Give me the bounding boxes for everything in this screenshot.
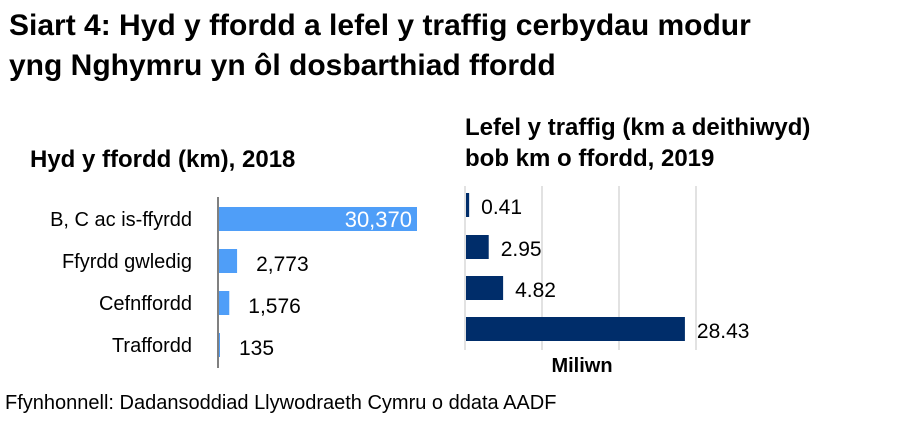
right-bar [466,317,685,341]
left-data-label: 2,773 [256,253,309,276]
left-data-label: 30,370 [345,207,412,232]
right-data-label: 28.43 [697,320,750,343]
right-data-label: 4.82 [515,279,556,302]
left-data-label: 1,576 [248,295,301,318]
right-title-line-2: bob km o ffordd, 2019 [465,145,715,172]
right-x-axis-label: Miliwn [551,355,612,377]
left-category-label: Traffordd [112,335,192,357]
left-bar [219,207,417,231]
right-bar [466,193,470,217]
left-bar [219,249,238,273]
right-data-label: 0.41 [481,196,522,219]
right-bar [466,235,489,259]
right-bar [466,276,504,300]
title-line-1: Siart 4: Hyd y ffordd a lefel y traffig … [9,9,751,42]
left-bar [219,291,230,315]
source-note: Ffynhonnell: Dadansoddiad Llywodraeth Cy… [5,392,557,414]
left-bar [219,333,220,357]
left-category-label: Ffyrdd gwledig [62,251,192,273]
right-title-line-1: Lefel y traffig (km a deithiwyd) [465,114,811,141]
left-data-label: 135 [239,337,274,360]
left-category-label: B, C ac is-ffyrdd [50,209,192,231]
right-chart-title: Lefel y traffig (km a deithiwyd) bob km … [465,112,810,174]
chart-title: Siart 4: Hyd y ffordd a lefel y traffig … [9,6,751,86]
left-category-label: Cefnffordd [99,293,192,315]
left-chart-title: Hyd y ffordd (km), 2018 [30,146,296,173]
right-data-label: 2.95 [501,238,542,261]
title-line-2: yng Nghymru yn ôl dosbarthiad ffordd [9,49,556,82]
